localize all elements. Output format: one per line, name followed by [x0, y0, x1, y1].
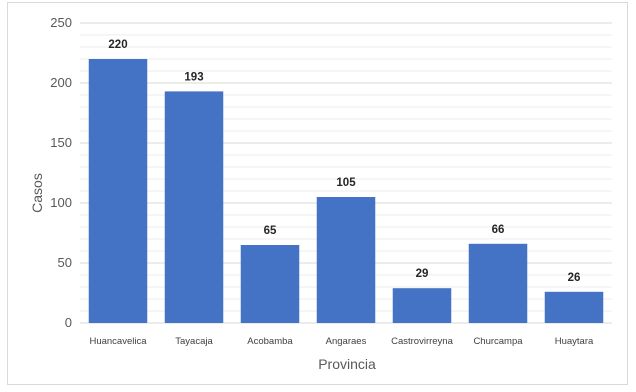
bar-tayacaja	[164, 91, 224, 324]
y-tick-label: 100	[50, 195, 72, 210]
y-tick-label: 150	[50, 135, 72, 150]
data-label: 105	[336, 177, 356, 189]
data-label: 66	[492, 224, 505, 236]
x-axis-ticks: Huancavelica Tayacaja Acobamba Angaraes Cast…	[89, 336, 594, 347]
bar-huancavelica	[88, 59, 148, 323]
bar-churcampa	[468, 243, 528, 323]
x-tick-label: Angaraes	[326, 336, 367, 347]
bar-acobamba	[240, 245, 300, 323]
data-labels: 220 193 65 105 29 66 26	[108, 39, 580, 284]
data-label: 26	[568, 272, 581, 284]
data-label: 193	[184, 71, 203, 83]
bar-huaytara	[544, 291, 604, 323]
data-label: 65	[264, 225, 277, 237]
bars	[88, 59, 604, 324]
y-tick-label: 50	[58, 255, 72, 270]
y-axis-label: Casos	[29, 173, 45, 213]
y-axis-ticks: 0 50 100 150 200 250	[50, 15, 72, 330]
bar-castrovirreyna	[392, 288, 452, 323]
x-tick-label: Acobamba	[247, 336, 293, 347]
y-tick-label: 200	[50, 75, 72, 90]
data-label: 29	[416, 268, 429, 280]
x-axis-label: Provincia	[318, 356, 376, 372]
data-label: 220	[108, 39, 127, 51]
x-tick-label: Huancavelica	[89, 336, 147, 347]
y-tick-label: 250	[50, 15, 72, 30]
x-tick-label: Churcampa	[473, 336, 523, 347]
bar-angaraes	[316, 197, 376, 323]
x-tick-label: Castrovirreyna	[391, 336, 453, 347]
x-tick-label: Huaytara	[555, 336, 594, 347]
y-tick-label: 0	[65, 315, 72, 330]
x-tick-label: Tayacaja	[175, 336, 213, 347]
